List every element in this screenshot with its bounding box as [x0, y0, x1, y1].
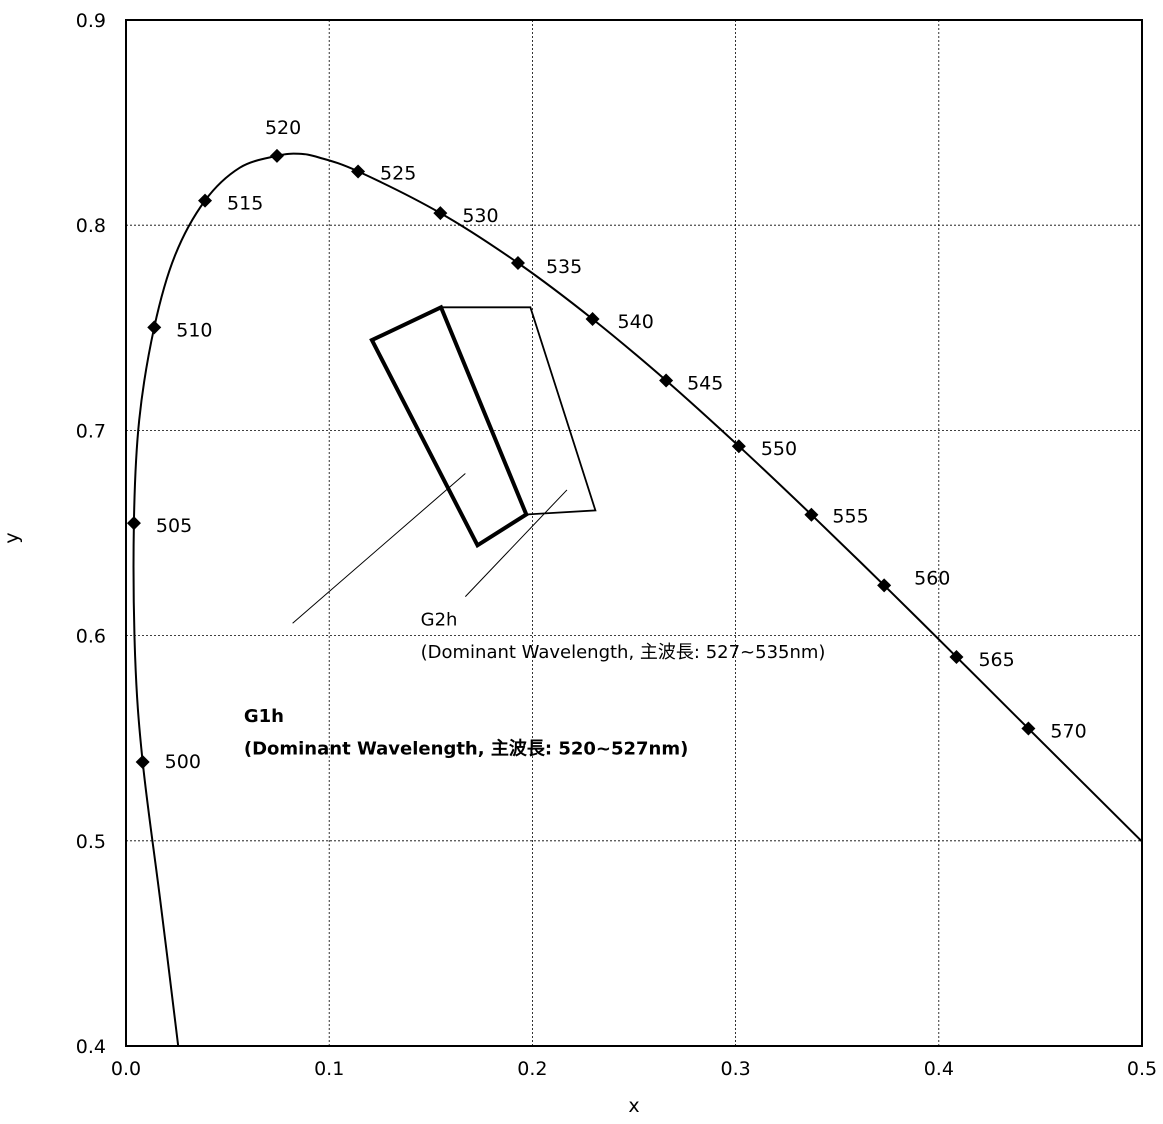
x-tick-label: 0.5 [1127, 1058, 1157, 1080]
wavelength-label-505: 505 [156, 515, 192, 537]
g1h-description-label: (Dominant Wavelength, 主波長: 520~527nm) [244, 738, 689, 760]
x-tick-label: 0.0 [111, 1058, 141, 1080]
wavelength-markers [126, 148, 1036, 770]
wavelength-label-500: 500 [165, 751, 201, 773]
y-tick-label: 0.6 [76, 626, 106, 648]
wavelength-label-530: 530 [462, 205, 498, 227]
y-tick-label: 0.7 [76, 420, 106, 442]
x-axis-title: x [628, 1095, 639, 1117]
region-polygons [369, 304, 597, 549]
g1h-name-label: G1h [244, 706, 284, 727]
x-tick-label: 0.1 [314, 1058, 344, 1080]
wavelength-label-540: 540 [618, 311, 654, 333]
pointer-line-g2h [464, 489, 568, 597]
marker-530 [433, 206, 448, 221]
g2h-description-label: (Dominant Wavelength, 主波長: 527~535nm) [421, 642, 826, 663]
y-axis-tick-labels: 0.4 0.5 0.6 0.7 0.8 0.9 [76, 10, 106, 1058]
y-tick-label: 0.9 [76, 10, 106, 32]
wavelength-label-545: 545 [687, 373, 723, 395]
marker-540 [585, 311, 600, 326]
pointer-line-g1h [292, 473, 466, 624]
x-tick-label: 0.4 [924, 1058, 954, 1080]
marker-565 [949, 649, 964, 664]
wavelength-label-520: 520 [265, 117, 301, 139]
region-polygon-g2h [439, 306, 597, 516]
x-tick-label: 0.2 [517, 1058, 547, 1080]
y-axis-title: y [1, 532, 23, 543]
marker-535 [510, 255, 525, 270]
region-annotations: G2h (Dominant Wavelength, 主波長: 527~535nm… [244, 609, 826, 759]
marker-525 [351, 164, 366, 179]
marker-555 [804, 507, 819, 522]
marker-515 [198, 193, 213, 208]
wavelength-label-525: 525 [380, 162, 416, 184]
region-polygon-g1h [369, 304, 529, 549]
marker-570 [1021, 721, 1036, 736]
g2h-name-label: G2h [421, 609, 458, 630]
wavelength-label-555: 555 [832, 506, 868, 528]
marker-560 [877, 578, 892, 593]
spectral-locus-curve [132, 152, 1143, 1047]
marker-520 [269, 148, 284, 163]
marker-550 [731, 439, 746, 454]
marker-500 [135, 755, 150, 770]
marker-510 [147, 320, 162, 335]
y-tick-label: 0.4 [76, 1036, 106, 1058]
x-tick-label: 0.3 [720, 1058, 750, 1080]
x-axis-tick-labels: 0.0 0.1 0.2 0.3 0.4 0.5 [111, 1058, 1157, 1080]
marker-545 [659, 373, 674, 388]
wavelength-label-570: 570 [1050, 721, 1086, 743]
grid-lines [126, 20, 1142, 1046]
plot-area-frame [125, 19, 1143, 1047]
wavelength-label-550: 550 [761, 438, 797, 460]
wavelength-label-560: 560 [914, 567, 950, 589]
wavelength-label-535: 535 [546, 256, 582, 278]
y-tick-label: 0.5 [76, 831, 106, 853]
wavelength-label-510: 510 [176, 319, 212, 341]
y-tick-label: 0.8 [76, 215, 106, 237]
wavelength-labels: 500 505 510 515 520 525 530 535 540 545 550 555 560 5… [156, 117, 1087, 773]
marker-505 [126, 516, 141, 531]
wavelength-label-515: 515 [227, 193, 263, 215]
wavelength-label-565: 565 [978, 649, 1014, 671]
annotation-pointer-lines [292, 473, 568, 624]
